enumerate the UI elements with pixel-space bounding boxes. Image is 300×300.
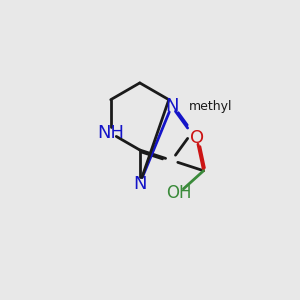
Text: O: O (190, 129, 204, 147)
Text: N: N (165, 97, 178, 115)
Text: methyl: methyl (189, 100, 233, 112)
Text: NH: NH (97, 124, 124, 142)
Text: N: N (133, 175, 146, 193)
Text: OH: OH (166, 184, 191, 202)
